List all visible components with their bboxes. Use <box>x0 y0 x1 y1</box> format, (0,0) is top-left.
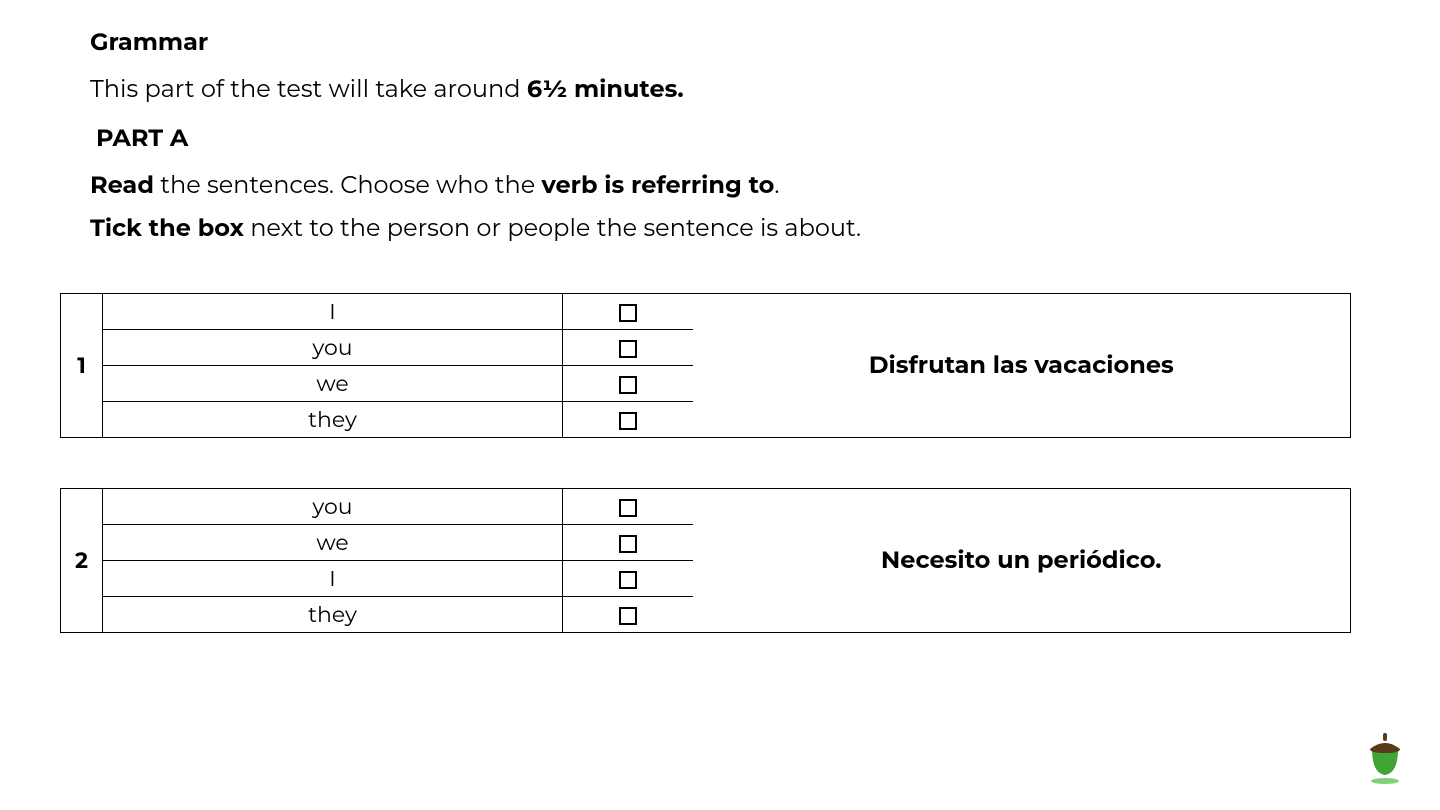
option-label: you <box>103 489 563 525</box>
checkbox-icon <box>619 412 637 430</box>
option-label: I <box>103 294 563 330</box>
section-title: Grammar <box>90 28 1380 57</box>
option-label: I <box>103 561 563 597</box>
option-label: you <box>103 330 563 366</box>
checkbox-icon <box>619 571 637 589</box>
questions-container: 1 I Disfrutan las vacaciones you we they… <box>90 293 1380 633</box>
instruction-2: Tick the box next to the person or peopl… <box>90 214 1380 243</box>
part-label: PART A <box>96 124 1380 153</box>
intro-prefix: This part of the test will take around <box>90 75 527 104</box>
instruction-1: Read the sentences. Choose who the verb … <box>90 171 1380 200</box>
option-checkbox[interactable] <box>563 525 693 561</box>
table-row: 1 I Disfrutan las vacaciones <box>61 294 1351 330</box>
option-checkbox[interactable] <box>563 330 693 366</box>
checkbox-icon <box>619 340 637 358</box>
question-sentence: Disfrutan las vacaciones <box>693 294 1351 438</box>
intro-duration: 6½ minutes. <box>527 75 684 104</box>
option-checkbox[interactable] <box>563 561 693 597</box>
instr1-read: Read <box>90 171 154 200</box>
table-row: 2 you Necesito un periódico. <box>61 489 1351 525</box>
worksheet-page: Grammar This part of the test will take … <box>0 0 1440 810</box>
question-number: 2 <box>61 489 103 633</box>
question-table-2: 2 you Necesito un periódico. we I they <box>60 488 1351 633</box>
question-table-1: 1 I Disfrutan las vacaciones you we they <box>60 293 1351 438</box>
instr1-end: . <box>774 171 779 200</box>
checkbox-icon <box>619 499 637 517</box>
question-sentence: Necesito un periódico. <box>693 489 1351 633</box>
option-checkbox[interactable] <box>563 489 693 525</box>
checkbox-icon <box>619 304 637 322</box>
option-checkbox[interactable] <box>563 366 693 402</box>
option-checkbox[interactable] <box>563 597 693 633</box>
option-label: they <box>103 402 563 438</box>
acorn-logo-icon <box>1360 725 1410 790</box>
instr2-tick: Tick the box <box>90 214 244 243</box>
option-label: we <box>103 366 563 402</box>
instr1-mid: the sentences. Choose who the <box>154 171 542 200</box>
instr1-verb: verb is referring to <box>542 171 775 200</box>
checkbox-icon <box>619 607 637 625</box>
intro-line: This part of the test will take around 6… <box>90 75 1380 104</box>
instr2-rest: next to the person or people the sentenc… <box>244 214 861 243</box>
checkbox-icon <box>619 535 637 553</box>
option-checkbox[interactable] <box>563 402 693 438</box>
question-number: 1 <box>61 294 103 438</box>
checkbox-icon <box>619 376 637 394</box>
option-checkbox[interactable] <box>563 294 693 330</box>
option-label: they <box>103 597 563 633</box>
option-label: we <box>103 525 563 561</box>
